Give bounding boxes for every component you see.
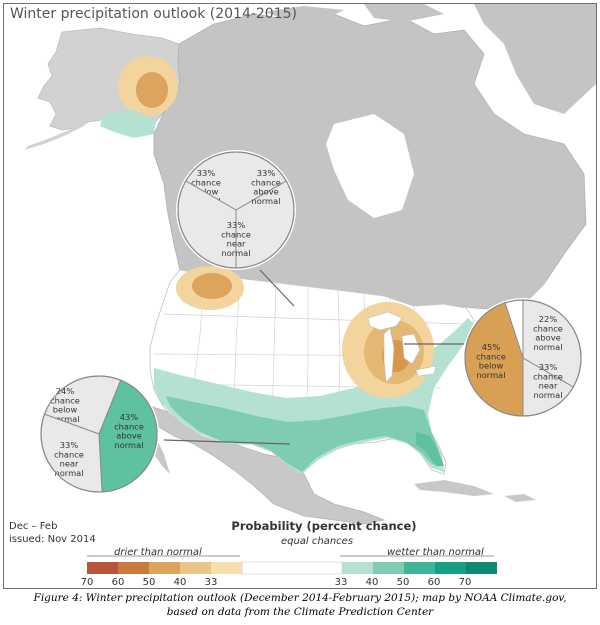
legend-swatch-wetter-4 <box>466 562 497 574</box>
legend-tick: 50 <box>388 577 418 588</box>
legend-tick: 60 <box>103 577 133 588</box>
season-label: Dec – Feb <box>9 520 96 533</box>
legend-drier-label: drier than normal <box>114 547 202 558</box>
legend-swatch-drier-0 <box>87 562 118 574</box>
legend-swatch-drier-4 <box>211 562 242 574</box>
caption-line-1: Figure 4: Winter precipitation outlook (… <box>0 591 600 605</box>
legend-tick: 40 <box>165 577 195 588</box>
legend-swatch-drier-3 <box>180 562 211 574</box>
legend-tick: 70 <box>72 577 102 588</box>
legend-swatch-wetter-0 <box>342 562 373 574</box>
pie-gulf: 24% chance below normal 43% chance above normal… <box>39 374 159 494</box>
legend-tick: 70 <box>450 577 480 588</box>
legend-tick: 60 <box>419 577 449 588</box>
drier-alaska-40 <box>136 72 168 108</box>
legend-tick: 33 <box>196 577 226 588</box>
legend-swatch-wetter-2 <box>404 562 435 574</box>
caption-line-2: based on data from the Climate Predictio… <box>0 605 600 619</box>
legend-tick: 33 <box>326 577 356 588</box>
map-title: Winter precipitation outlook (2014-2015) <box>10 6 297 22</box>
legend-swatch-wetter-1 <box>373 562 404 574</box>
outlook-map: 33%chancebelownormal33%chanceabovenormal… <box>4 4 596 588</box>
legend-swatch-drier-2 <box>149 562 180 574</box>
figure-caption: Figure 4: Winter precipitation outlook (… <box>0 591 600 619</box>
legend-title: Probability (percent chance) <box>214 519 434 533</box>
issued-label: issued: Nov 2014 <box>9 533 96 546</box>
map-figure: 33%chancebelownormal33%chanceabovenormal… <box>3 3 597 589</box>
legend-swatch-equal <box>242 562 342 574</box>
legend-tick: 50 <box>134 577 164 588</box>
legend-wetter-label: wetter than normal <box>387 547 484 558</box>
legend-tick: 40 <box>357 577 387 588</box>
pie-northwest: 33%chancebelownormal33%chanceabovenormal… <box>176 150 296 270</box>
period-info: Dec – Feb issued: Nov 2014 <box>9 520 96 546</box>
legend-swatch-wetter-3 <box>435 562 466 574</box>
legend-color-bar <box>87 562 497 574</box>
legend-swatch-drier-1 <box>118 562 149 574</box>
legend-equal-label: equal chances <box>272 536 362 547</box>
drier-pacific-northwest-40 <box>192 273 232 299</box>
